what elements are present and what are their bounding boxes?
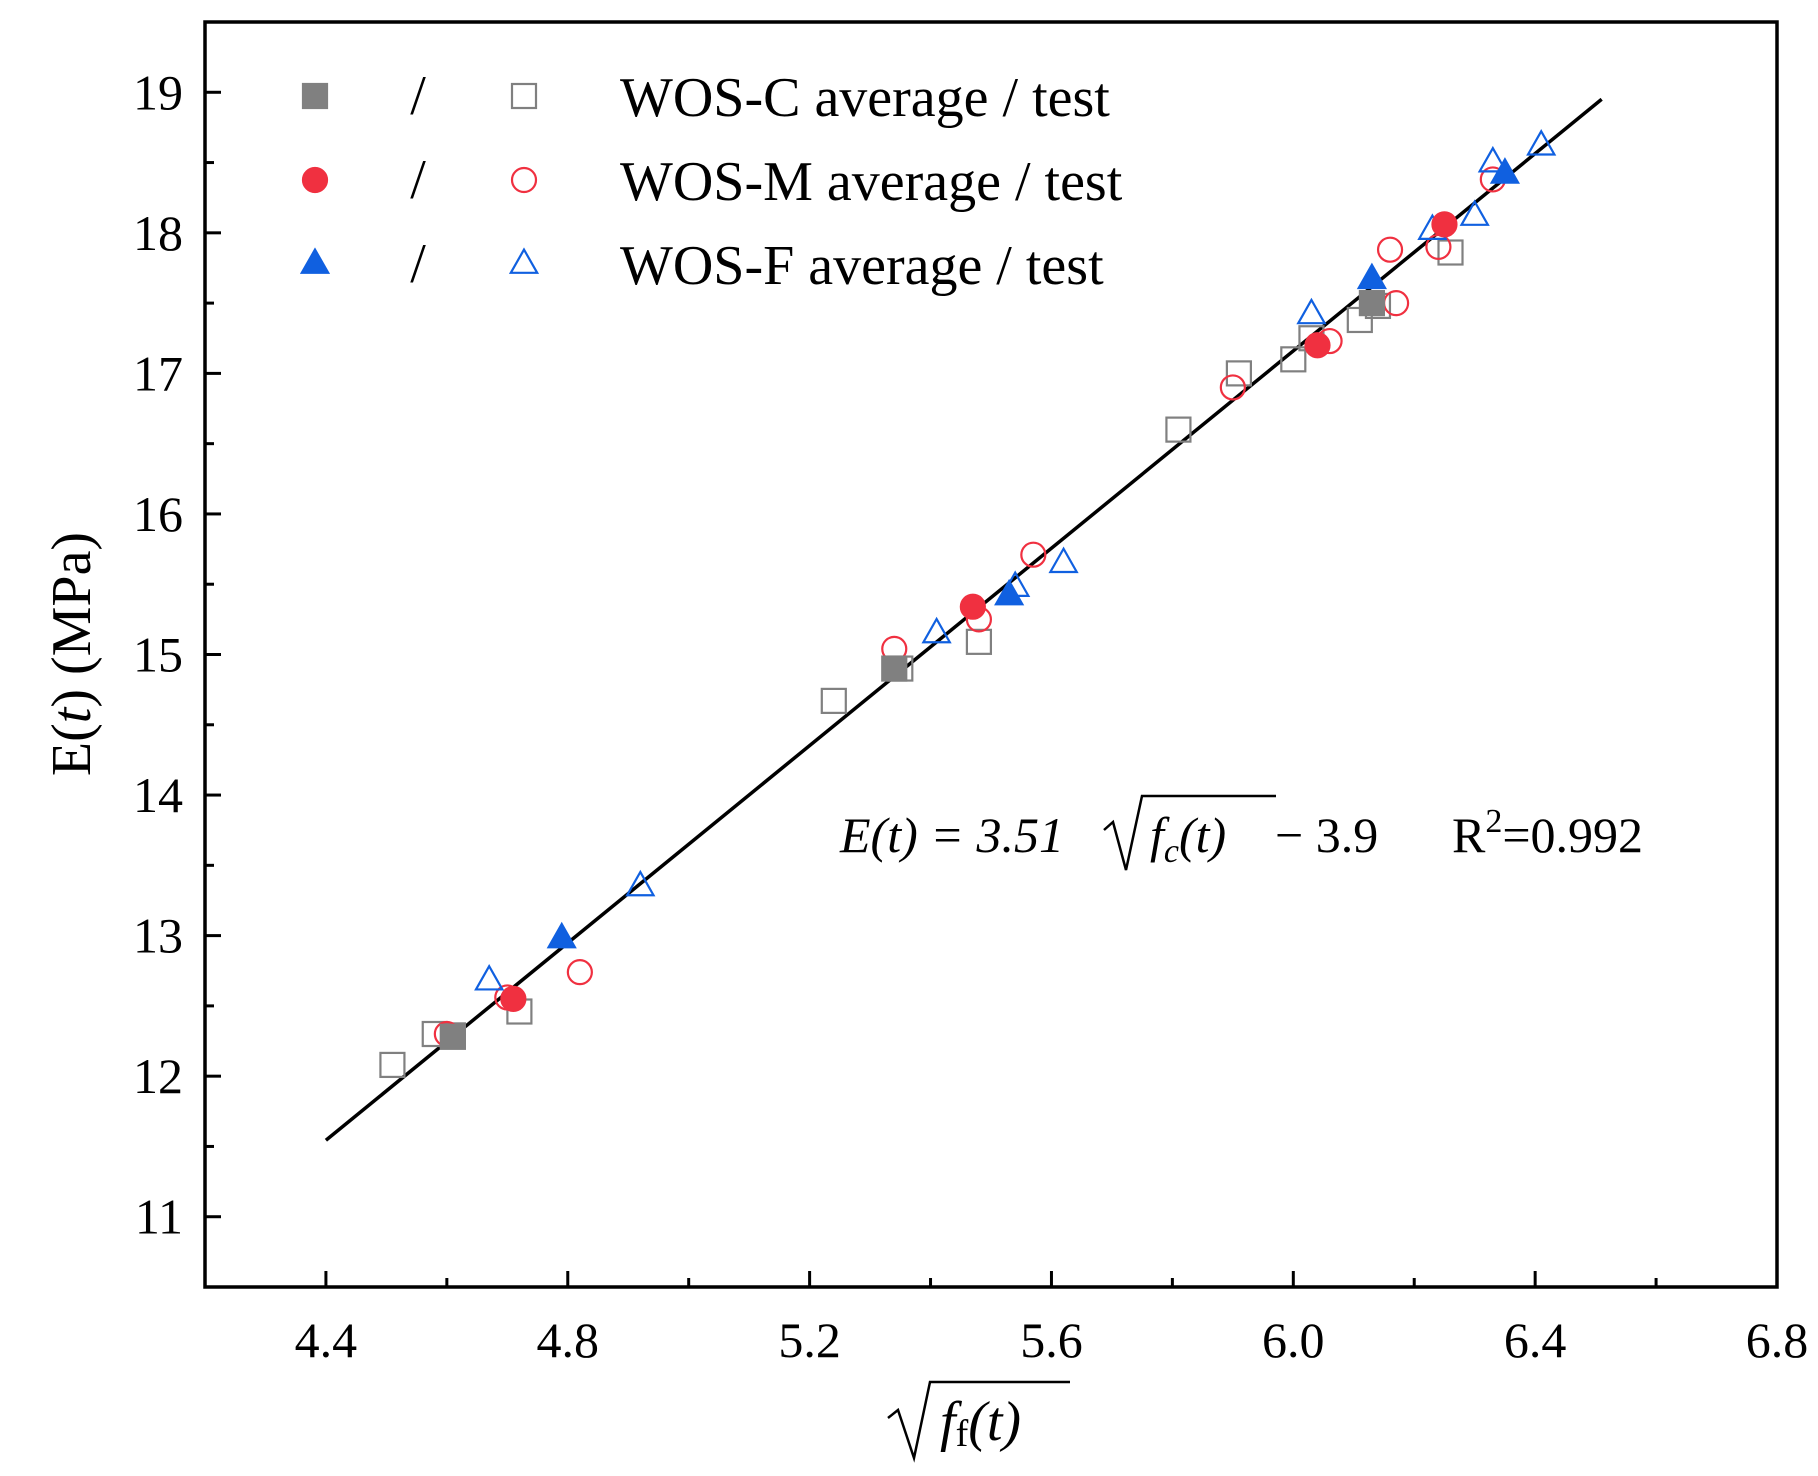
y-tick-label: 12 bbox=[133, 1048, 183, 1104]
point-triangle-average bbox=[1489, 157, 1521, 184]
x-axis-radical-sign bbox=[887, 1380, 1070, 1463]
point-square-average bbox=[439, 1023, 466, 1050]
point-square-test bbox=[1165, 416, 1192, 443]
point-square-test bbox=[1280, 346, 1307, 373]
point-triangle-test bbox=[474, 963, 505, 991]
tick-labels: 4.4 4.8 5.2 5.6 6.0 6.4 6.8 11 12 13 14 15 16 17 18 19 bbox=[133, 64, 1808, 1368]
x-tick-label: 6.8 bbox=[1746, 1312, 1809, 1368]
y-tick-label: 16 bbox=[133, 486, 183, 542]
point-triangle-average bbox=[1356, 262, 1387, 290]
point-circle-average bbox=[500, 985, 527, 1012]
point-triangle-test bbox=[1526, 129, 1557, 156]
point-triangle-test bbox=[1459, 199, 1490, 226]
legend-label: WOS-F average / test bbox=[620, 235, 1104, 297]
y-tick-label: 19 bbox=[133, 64, 183, 120]
point-circle-test bbox=[1376, 236, 1404, 263]
equation-tail: − 3.9 bbox=[1275, 807, 1378, 863]
point-triangle-test bbox=[1296, 297, 1327, 325]
y-tick-label: 17 bbox=[133, 345, 183, 401]
point-square-test bbox=[1225, 360, 1252, 387]
legend-filled-triangle bbox=[299, 247, 331, 274]
r-squared-text: R2=0.992 bbox=[1452, 803, 1643, 863]
point-circle-average bbox=[1431, 211, 1458, 238]
x-axis-title-text: ff(t) bbox=[940, 1391, 1021, 1455]
point-triangle-average bbox=[546, 921, 577, 949]
x-axis-title: ff(t) bbox=[887, 1380, 1070, 1463]
point-circle-test bbox=[566, 959, 593, 986]
x-tick-label: 5.6 bbox=[1020, 1312, 1083, 1368]
point-square-test bbox=[1437, 239, 1464, 266]
x-tick-label: 6.0 bbox=[1262, 1312, 1325, 1368]
legend-label: WOS-C average / test bbox=[620, 67, 1110, 129]
equation-text: E(t) = 3.51 bbox=[839, 807, 1064, 863]
point-square-test bbox=[379, 1051, 406, 1079]
point-circle-average bbox=[959, 593, 986, 620]
legend-label: WOS-M average / test bbox=[620, 151, 1123, 213]
data-points bbox=[379, 129, 1557, 1079]
point-circle-average bbox=[1304, 332, 1331, 359]
point-circle-test bbox=[1219, 374, 1246, 401]
equation-radical-sign bbox=[1103, 794, 1276, 871]
point-triangle-test bbox=[921, 616, 952, 644]
legend-slash: / bbox=[410, 65, 426, 127]
fit-line bbox=[324, 97, 1603, 1142]
point-triangle-test bbox=[1048, 546, 1079, 574]
y-tick-label: 11 bbox=[135, 1189, 183, 1245]
y-tick-label: 18 bbox=[133, 205, 183, 261]
legend-slash: / bbox=[410, 149, 426, 211]
point-triangle-test bbox=[625, 869, 656, 897]
point-triangle-average bbox=[994, 578, 1025, 606]
legend-filled-square bbox=[301, 82, 329, 110]
equation-radicand: fc(t) bbox=[1150, 807, 1226, 870]
x-tick-label: 5.2 bbox=[778, 1312, 841, 1368]
fit-line-group bbox=[324, 97, 1603, 1142]
y-axis-title: E(t) (MPa) bbox=[41, 532, 103, 776]
x-tick-label: 6.4 bbox=[1504, 1312, 1567, 1368]
legend: / WOS-C average / test / WOS-M average / te… bbox=[299, 65, 1123, 297]
svg-text:E(t) (MPa): E(t) (MPa) bbox=[41, 532, 103, 776]
legend-filled-circle bbox=[301, 166, 329, 194]
point-square-average bbox=[1358, 290, 1386, 317]
point-triangle-test bbox=[1477, 145, 1508, 173]
point-circle-test bbox=[1382, 290, 1410, 317]
y-tick-label: 14 bbox=[133, 767, 183, 823]
point-square-average bbox=[881, 655, 908, 682]
point-square-test bbox=[820, 687, 847, 714]
axis-ticks bbox=[205, 90, 1779, 1287]
point-square-test bbox=[965, 628, 993, 655]
legend-open-circle bbox=[510, 166, 538, 194]
y-tick-label: 13 bbox=[133, 908, 183, 964]
x-tick-label: 4.8 bbox=[537, 1312, 600, 1368]
legend-open-triangle bbox=[508, 247, 540, 274]
legend-open-square bbox=[510, 82, 538, 110]
y-tick-label: 15 bbox=[133, 627, 183, 683]
legend-slash: / bbox=[410, 233, 426, 295]
point-circle-test bbox=[1020, 541, 1047, 568]
equation-annotation: E(t) = 3.51 fc(t) − 3.9 R2=0.992 bbox=[839, 794, 1643, 871]
x-tick-label: 4.4 bbox=[295, 1312, 358, 1368]
